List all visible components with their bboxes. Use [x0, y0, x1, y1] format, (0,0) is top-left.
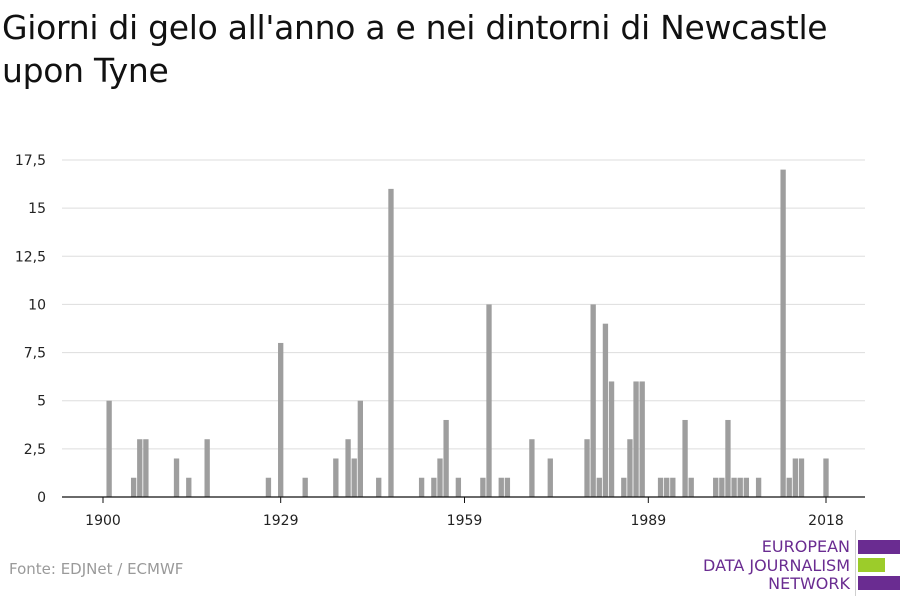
bar: [755, 477, 762, 497]
y-tick-label: 15: [28, 201, 46, 217]
bar: [418, 477, 425, 497]
logo-separator: [855, 530, 856, 596]
bar-chart: 0 2,5 5 7,5 10 12,5 15 17,5 1900 1929 1959 1989 201…: [15, 153, 865, 529]
bar: [792, 458, 799, 497]
bar: [682, 419, 688, 497]
bar: [627, 439, 633, 497]
bar: [388, 188, 394, 497]
bar: [743, 477, 750, 497]
bar: [621, 477, 627, 497]
bar: [351, 458, 357, 497]
y-tick-label: 2,5: [24, 442, 46, 458]
gridlines: [62, 159, 865, 450]
bar: [590, 304, 596, 497]
logo-line-network: NETWORK: [768, 574, 850, 593]
bar: [345, 439, 351, 497]
bar: [547, 458, 553, 497]
bar: [173, 458, 180, 497]
x-tick-label: 1929: [263, 513, 299, 529]
y-tick-label: 5: [37, 394, 46, 410]
bar: [357, 400, 364, 497]
bar: [823, 458, 829, 497]
bar: [486, 304, 492, 497]
bar: [137, 439, 143, 497]
bar: [333, 458, 339, 497]
bar: [798, 458, 805, 497]
x-tick-label: 1959: [447, 513, 483, 529]
bar: [688, 477, 694, 497]
y-tick-label: 7,5: [24, 346, 46, 362]
bar: [639, 381, 645, 497]
bar: [670, 477, 676, 497]
bar: [780, 169, 786, 497]
bar: [713, 477, 719, 497]
x-tick-label: 1989: [630, 513, 666, 529]
bar: [737, 477, 743, 497]
edjnet-logo: EUROPEAN DATA JOURNALISM NETWORK: [700, 530, 900, 596]
y-tick-label: 10: [28, 297, 46, 313]
bar: [186, 477, 192, 497]
bar: [786, 477, 792, 497]
bar: [633, 381, 639, 497]
x-axis-ticks: 1900 1929 1959 1989 2018: [85, 497, 844, 529]
bar: [719, 477, 725, 497]
bar: [278, 342, 284, 497]
bar: [584, 439, 590, 497]
logo-bar-middle: [858, 558, 885, 572]
bar: [431, 477, 437, 497]
bar: [498, 477, 504, 497]
bar: [106, 400, 112, 497]
y-axis-tick-labels: 0 2,5 5 7,5 10 12,5 15 17,5: [15, 153, 46, 506]
bar: [376, 477, 382, 497]
bars: [106, 169, 829, 497]
y-tick-label: 17,5: [15, 153, 46, 169]
bar: [480, 477, 486, 497]
bar: [731, 477, 737, 497]
logo-bar-top: [858, 540, 900, 554]
bar: [725, 419, 731, 497]
bar: [204, 439, 210, 497]
bar: [608, 381, 615, 497]
x-tick-label: 1900: [85, 513, 121, 529]
bar: [664, 477, 670, 497]
bar: [265, 477, 272, 497]
bar: [302, 477, 308, 497]
chart-title: Giorni di gelo all'anno a e nei dintorni…: [2, 8, 828, 90]
bar: [443, 419, 449, 497]
bar: [657, 477, 664, 497]
y-tick-label: 0: [37, 490, 46, 506]
bar: [437, 458, 443, 497]
x-tick-label: 2018: [808, 513, 844, 529]
y-tick-label: 12,5: [15, 249, 46, 265]
bar: [529, 439, 535, 497]
bar: [596, 477, 602, 497]
logo-line-european: EUROPEAN: [761, 537, 850, 556]
bar: [602, 323, 609, 497]
logo-line-data-journalism: DATA JOURNALISM: [703, 555, 850, 575]
source-note: Fonte: EDJNet / ECMWF: [9, 560, 184, 578]
bar: [143, 439, 149, 497]
logo-bar-bottom: [858, 576, 900, 590]
bar: [504, 477, 511, 497]
bar: [455, 477, 462, 497]
bar: [130, 477, 137, 497]
